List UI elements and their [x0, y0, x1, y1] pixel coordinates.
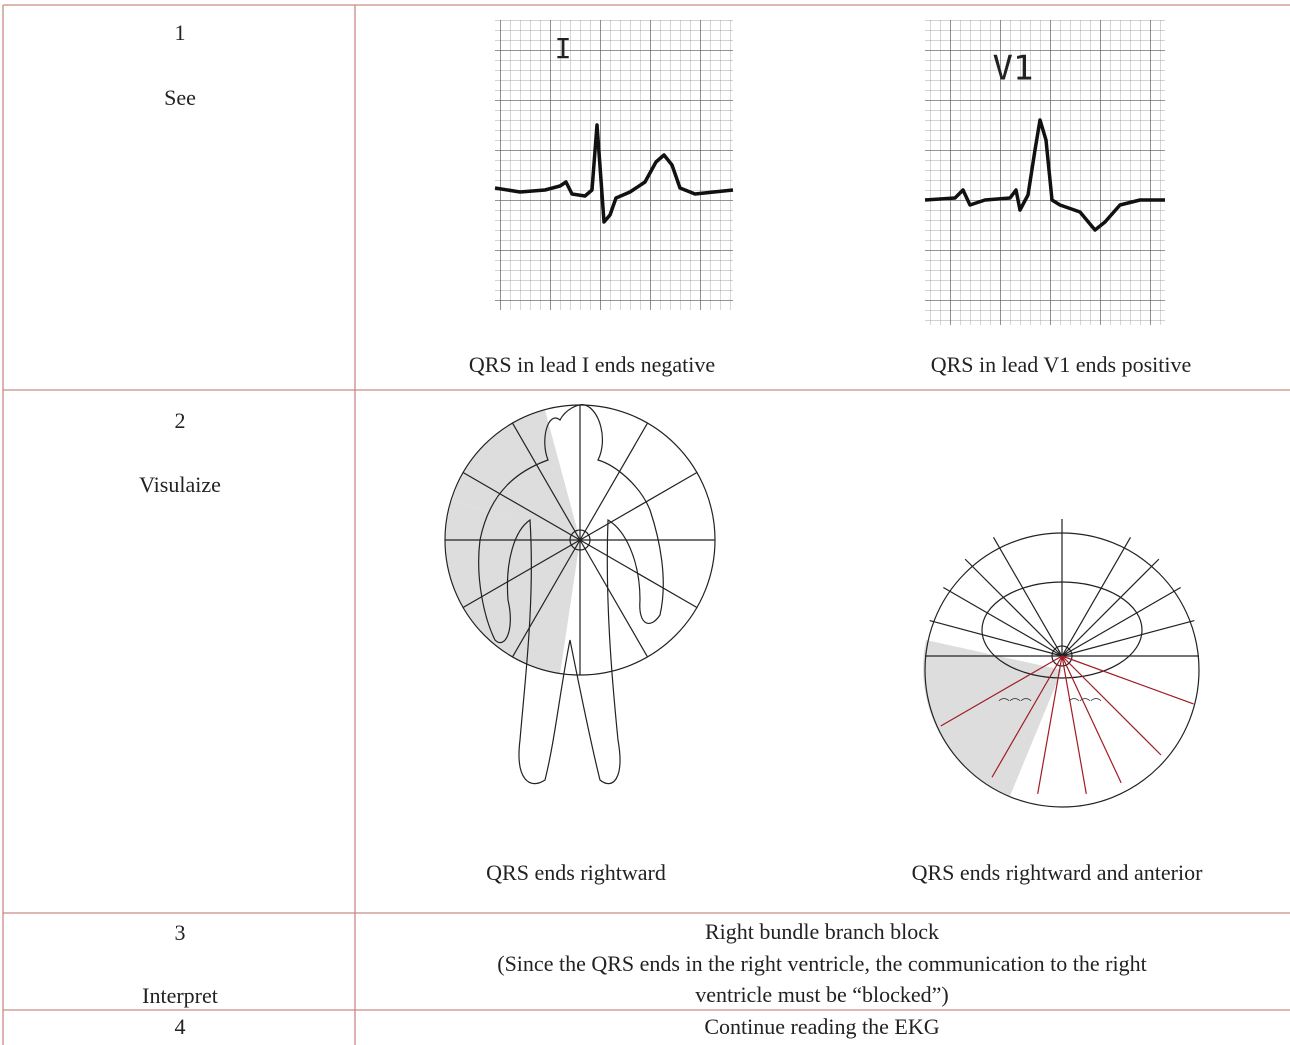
- shaded-sector: [923, 640, 1062, 796]
- lung-sketch: ⌒⌒⌒: [999, 698, 1032, 711]
- lead-label: V1: [993, 49, 1034, 89]
- axis-spoke: [1061, 655, 1194, 705]
- axis-spoke: [1061, 586, 1181, 657]
- axis-spoke: [1061, 619, 1195, 657]
- axis-spoke: [991, 655, 1063, 778]
- axis-spoke: [462, 471, 581, 541]
- axis-spoke: [1061, 655, 1162, 756]
- body-outline: [478, 404, 664, 785]
- caption: QRS ends rightward: [486, 860, 666, 885]
- axis-spoke: [1061, 558, 1160, 657]
- ecg-grid: [925, 20, 1165, 325]
- axis-spoke: [511, 422, 581, 541]
- axis-spoke: [462, 539, 581, 609]
- axis-spoke: [940, 655, 1063, 727]
- interpretation: (Since the QRS ends in the right ventric…: [497, 951, 1146, 976]
- step-number: 4: [175, 1014, 186, 1039]
- axis-spoke: [579, 539, 649, 658]
- step-number: 2: [175, 408, 186, 433]
- caption: QRS in lead I ends negative: [469, 352, 715, 377]
- step-number: 3: [175, 920, 186, 945]
- caption: QRS in lead V1 ends positive: [931, 352, 1192, 377]
- axis-spoke: [964, 558, 1063, 657]
- axis-spoke: [929, 619, 1063, 657]
- axis-spoke: [511, 539, 581, 658]
- step-number: 1: [175, 20, 186, 45]
- next-step: Continue reading the EKG: [704, 1014, 939, 1039]
- step-label: Interpret: [142, 983, 218, 1008]
- lead-label: I: [555, 32, 572, 65]
- axis-spoke: [579, 422, 649, 541]
- shaded-sector: [452, 410, 580, 540]
- ecg-grid: [495, 20, 733, 310]
- axis-spoke: [943, 586, 1063, 657]
- step-label: See: [164, 85, 196, 110]
- interpretation: Right bundle branch block: [705, 919, 939, 944]
- axis-spoke: [1061, 655, 1122, 784]
- step-label: Visulaize: [139, 472, 221, 497]
- axis-spoke: [1061, 537, 1132, 657]
- table-rules: [2, 4, 1290, 1045]
- axis-spoke: [1061, 655, 1087, 794]
- axis-spoke: [1037, 655, 1063, 794]
- axis-spoke: [992, 537, 1063, 657]
- ecg-strip: V1: [924, 20, 1165, 325]
- caption: QRS ends rightward and anterior: [912, 860, 1203, 885]
- horizontal-axis-diagram: ⌒⌒⌒ ⌒⌒⌒: [923, 519, 1200, 808]
- ecg-strip: I: [494, 20, 734, 310]
- interpretation: ventricle must be “blocked”): [695, 982, 949, 1007]
- axis-spoke: [579, 539, 698, 609]
- axis-spoke: [579, 471, 698, 541]
- ecg-trace: [494, 123, 734, 224]
- ecg-trace: [924, 118, 1165, 232]
- frontal-axis-diagram: [444, 404, 716, 785]
